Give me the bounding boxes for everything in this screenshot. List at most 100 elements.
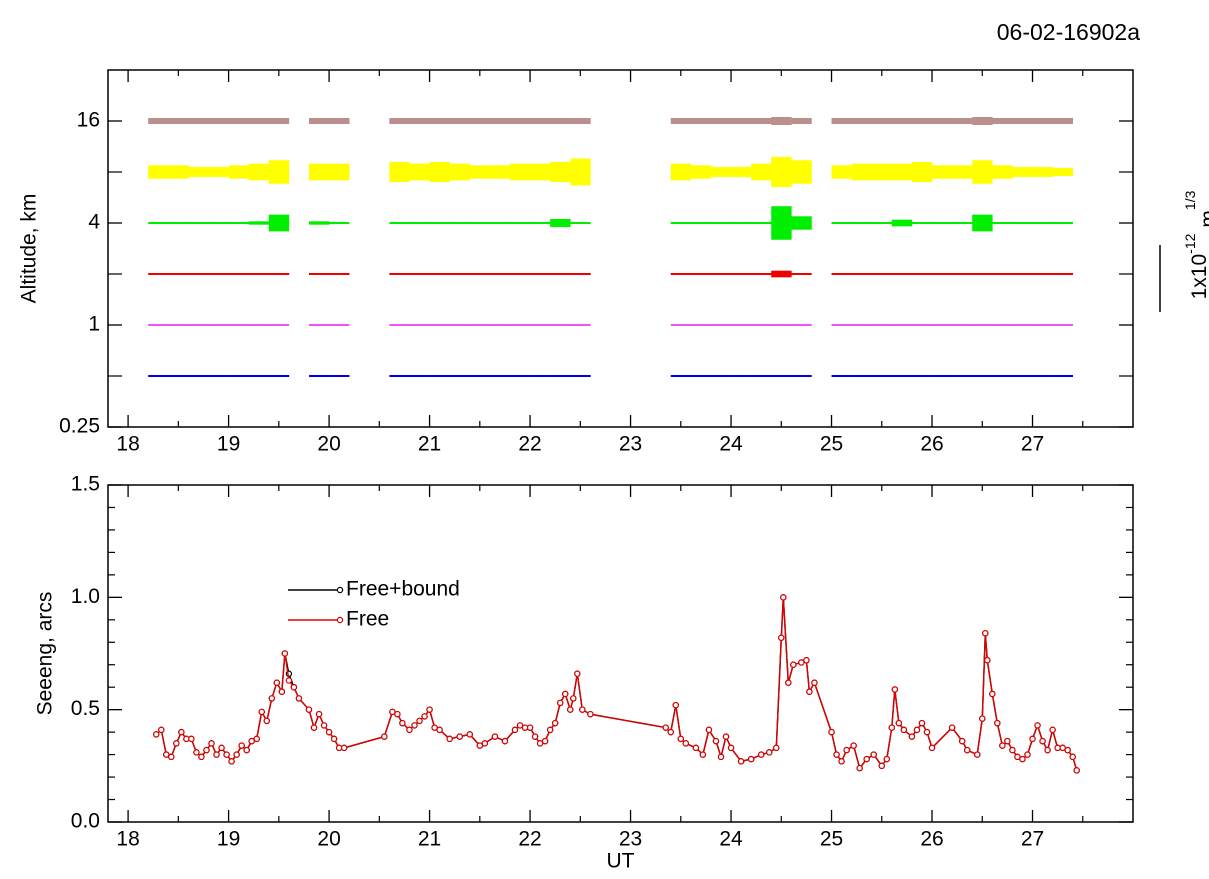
- turbulence-strip: [1012, 221, 1033, 225]
- turbulence-strip: [530, 374, 551, 378]
- data-point: [456, 733, 463, 740]
- turbulence-strip: [208, 117, 229, 125]
- turbulence-strip: [771, 156, 792, 188]
- turbulence-strip: [409, 324, 430, 326]
- turbulence-strip: [570, 158, 591, 186]
- data-point: [233, 751, 240, 758]
- turbulence-strip: [248, 163, 270, 181]
- turbulence-strip: [690, 324, 712, 326]
- turbulence-strip: [952, 324, 973, 326]
- turbulence-strip: [228, 374, 249, 378]
- turbulence-strip: [148, 165, 169, 179]
- data-point: [1039, 737, 1046, 745]
- data-point: [838, 758, 845, 765]
- turbulence-strip: [690, 165, 712, 179]
- data-point: [278, 688, 286, 695]
- turbulence-strip: [530, 324, 551, 326]
- turbulence-strip: [489, 117, 511, 125]
- data-point: [948, 724, 956, 731]
- turbulence-strip: [1032, 117, 1053, 125]
- turbulence-strip: [469, 165, 491, 179]
- data-point: [798, 659, 805, 666]
- data-point: [416, 717, 423, 725]
- data-point: [153, 731, 160, 738]
- turbulence-strip: [932, 324, 953, 326]
- x-tick-label: 25: [820, 828, 843, 851]
- turbulence-strip: [851, 221, 873, 225]
- turbulence-strip: [570, 221, 591, 225]
- data-point: [481, 740, 489, 747]
- turbulence-strip: [731, 272, 752, 276]
- turbulence-strip: [168, 324, 189, 326]
- data-point: [780, 594, 787, 601]
- turbulence-strip: [710, 374, 732, 378]
- data-point: [757, 751, 765, 758]
- data-point: [863, 755, 870, 763]
- data-point: [790, 661, 797, 668]
- turbulence-strip: [308, 117, 330, 125]
- turbulence-strip: [851, 117, 873, 125]
- turbulence-strip: [690, 272, 712, 276]
- turbulence-strip: [429, 161, 450, 183]
- turbulence-strip: [932, 221, 953, 225]
- data-point: [870, 751, 877, 758]
- data-point: [330, 735, 338, 743]
- turbulence-strip: [268, 272, 290, 276]
- turbulence-strip: [570, 324, 591, 326]
- turbulence-strip: [489, 221, 511, 225]
- turbulence-strip: [509, 221, 531, 225]
- turbulence-strip: [570, 374, 591, 378]
- data-point: [1044, 746, 1051, 754]
- data-point: [218, 744, 225, 752]
- turbulence-strip: [389, 117, 410, 125]
- turbulence-strip: [891, 163, 913, 181]
- turbulence-strip: [831, 374, 852, 378]
- turbulence-strip: [831, 272, 852, 276]
- turbulence-strip: [409, 117, 430, 125]
- data-point: [1014, 753, 1021, 761]
- data-point: [682, 740, 690, 747]
- data-point: [737, 758, 745, 765]
- data-point: [526, 724, 534, 731]
- data-point: [281, 650, 289, 657]
- data-point: [310, 724, 318, 731]
- x-tick-label: 21: [418, 433, 441, 456]
- scale-bar-label: 1x10-12 m1/3: [1182, 190, 1209, 299]
- turbulence-strip: [731, 221, 752, 225]
- turbulence-strip: [871, 163, 893, 181]
- data-point: [1009, 746, 1016, 754]
- data-point: [843, 746, 850, 754]
- data-point: [982, 630, 989, 637]
- x-axis-label: UT: [607, 850, 635, 873]
- turbulence-strip: [188, 166, 209, 178]
- legend-label: Free+bound: [346, 578, 460, 601]
- data-point: [974, 751, 981, 758]
- turbulence-strip: [992, 272, 1013, 276]
- data-point: [1064, 746, 1071, 754]
- y-tick-label: 1: [88, 313, 100, 336]
- x-tick-label: 24: [719, 828, 743, 851]
- turbulence-strip: [731, 374, 752, 378]
- turbulence-strip: [690, 117, 712, 125]
- turbulence-strip: [771, 206, 792, 240]
- turbulence-strip: [1012, 117, 1033, 125]
- data-point: [399, 719, 406, 727]
- turbulence-strip: [972, 116, 993, 126]
- x-tick-label: 22: [518, 828, 541, 851]
- x-tick-label: 19: [217, 828, 240, 851]
- turbulence-strip: [188, 324, 209, 326]
- turbulence-strip: [911, 221, 933, 225]
- turbulence-strip: [1052, 272, 1074, 276]
- scale-bar-label-part: -12: [1182, 233, 1198, 253]
- turbulence-strip: [489, 272, 511, 276]
- data-point: [1019, 755, 1026, 763]
- data-point: [258, 708, 265, 716]
- turbulence-strip: [469, 324, 491, 326]
- data-point: [1024, 751, 1031, 758]
- data-point: [178, 728, 185, 736]
- x-tick-label: 19: [217, 433, 240, 456]
- turbulence-strip: [509, 117, 531, 125]
- turbulence-strip: [871, 324, 893, 326]
- turbulence-strip: [329, 163, 350, 181]
- turbulence-strip: [208, 324, 229, 326]
